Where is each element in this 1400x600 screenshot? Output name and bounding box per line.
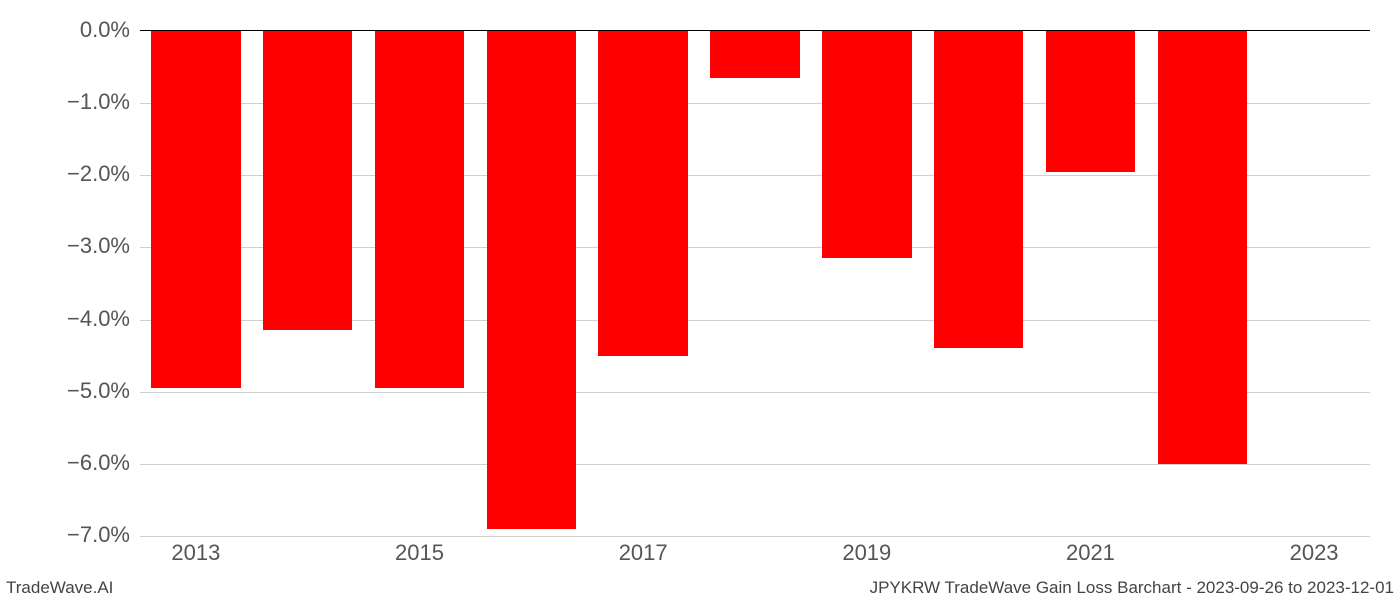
x-tick-label: 2019: [842, 540, 891, 566]
gain-loss-barchart: 0.0%−1.0%−2.0%−3.0%−4.0%−5.0%−6.0%−7.0% …: [0, 0, 1400, 600]
y-tick-label: −3.0%: [10, 233, 130, 259]
gridline: [140, 536, 1370, 537]
bar: [487, 31, 576, 529]
x-tick-label: 2013: [171, 540, 220, 566]
bar: [598, 31, 687, 356]
plot-area: [140, 30, 1370, 535]
gridline: [140, 464, 1370, 465]
y-tick-label: −7.0%: [10, 522, 130, 548]
y-tick-label: −2.0%: [10, 161, 130, 187]
footer-brand: TradeWave.AI: [6, 578, 113, 598]
y-tick-label: −5.0%: [10, 378, 130, 404]
bar: [375, 31, 464, 388]
bar: [263, 31, 352, 330]
bar: [934, 31, 1023, 348]
y-tick-label: 0.0%: [10, 17, 130, 43]
x-tick-label: 2017: [619, 540, 668, 566]
bar: [151, 31, 240, 388]
bar: [710, 31, 799, 78]
x-tick-label: 2023: [1290, 540, 1339, 566]
bar: [1158, 31, 1247, 464]
y-tick-label: −4.0%: [10, 306, 130, 332]
footer-caption: JPYKRW TradeWave Gain Loss Barchart - 20…: [870, 578, 1394, 598]
x-tick-label: 2021: [1066, 540, 1115, 566]
x-tick-label: 2015: [395, 540, 444, 566]
y-tick-label: −6.0%: [10, 450, 130, 476]
bar: [1046, 31, 1135, 172]
y-tick-label: −1.0%: [10, 89, 130, 115]
bar: [822, 31, 911, 258]
